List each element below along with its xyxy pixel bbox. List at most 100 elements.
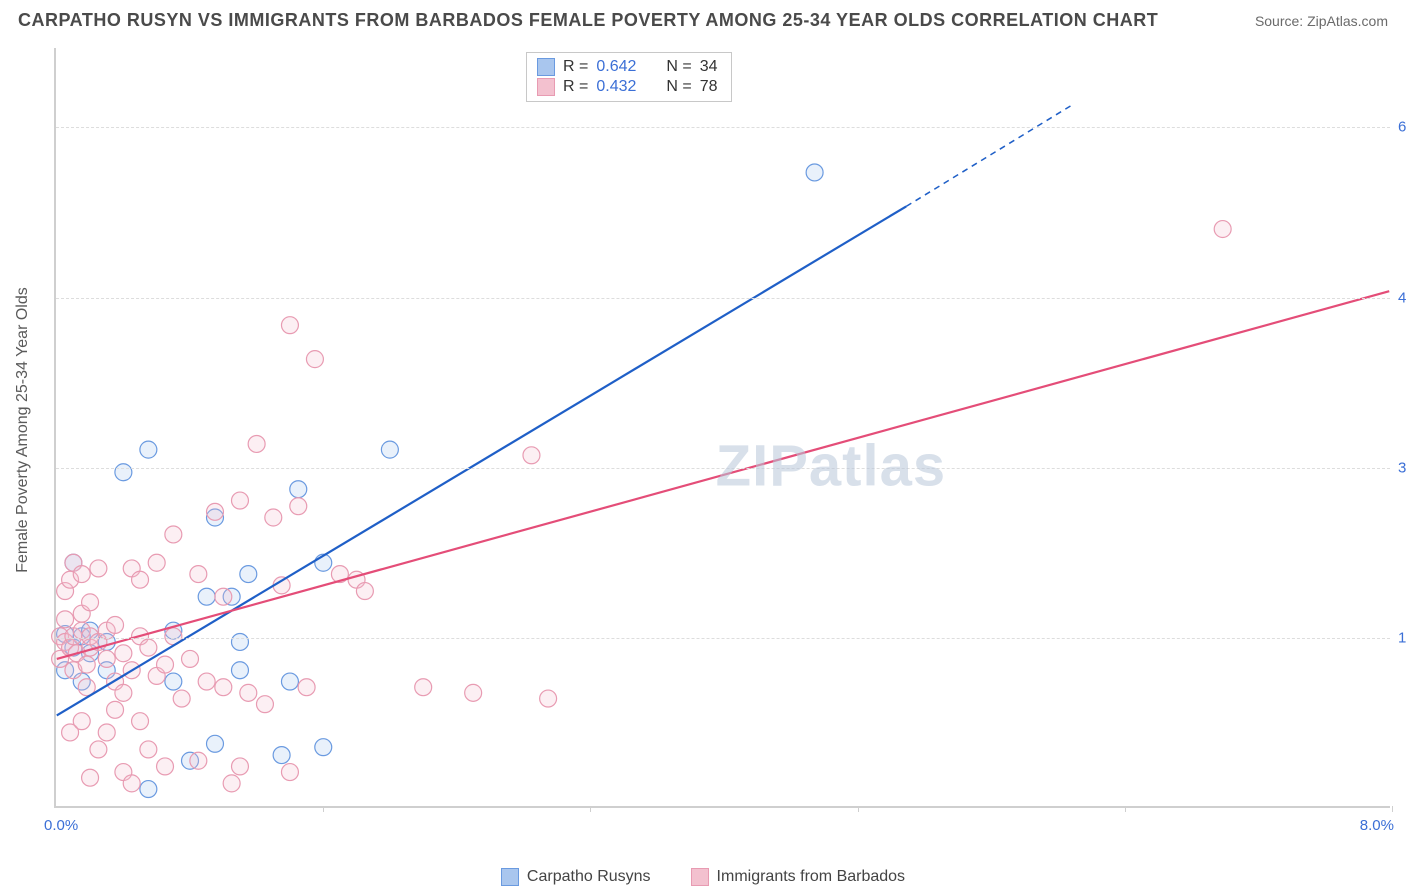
scatter-point <box>215 588 232 605</box>
scatter-point <box>231 492 248 509</box>
scatter-point <box>198 673 215 690</box>
scatter-point <box>806 164 823 181</box>
stat-n-label: N = <box>666 78 691 96</box>
scatter-point <box>281 764 298 781</box>
scatter-point <box>132 571 149 588</box>
scatter-point <box>73 566 90 583</box>
stat-r-label: R = <box>563 58 588 76</box>
stat-n-value: 78 <box>700 78 718 96</box>
stat-r-label: R = <box>563 78 588 96</box>
scatter-point <box>165 673 182 690</box>
scatter-point <box>115 464 132 481</box>
scatter-point <box>173 690 190 707</box>
scatter-point <box>273 747 290 764</box>
scatter-point <box>540 690 557 707</box>
scatter-point <box>182 650 199 667</box>
x-tick <box>1392 806 1393 812</box>
chart-title: CARPATHO RUSYN VS IMMIGRANTS FROM BARBAD… <box>18 10 1158 31</box>
scatter-point <box>98 650 115 667</box>
stat-n-label: N = <box>666 58 691 76</box>
scatter-point <box>140 781 157 798</box>
scatter-point <box>190 566 207 583</box>
scatter-point <box>207 503 224 520</box>
trend-line-extrapolated <box>906 105 1073 207</box>
scatter-point <box>281 673 298 690</box>
scatter-point <box>140 639 157 656</box>
scatter-point <box>157 656 174 673</box>
y-axis-label: Female Poverty Among 25-34 Year Olds <box>14 287 32 573</box>
stats-row: R = 0.432 N = 78 <box>537 77 717 97</box>
scatter-point <box>132 713 149 730</box>
scatter-point <box>115 645 132 662</box>
scatter-point <box>415 679 432 696</box>
scatter-point <box>240 566 257 583</box>
scatter-point <box>465 684 482 701</box>
series-swatch <box>537 78 555 96</box>
x-tick <box>1125 806 1126 812</box>
scatter-point <box>290 498 307 515</box>
y-tick-label: 15.0% <box>1398 629 1406 646</box>
scatter-point <box>315 739 332 756</box>
scatter-point <box>231 758 248 775</box>
scatter-point <box>281 317 298 334</box>
scatter-point <box>82 769 99 786</box>
scatter-point <box>290 481 307 498</box>
scatter-point <box>82 594 99 611</box>
trend-line <box>57 206 906 715</box>
scatter-plot-svg <box>56 48 1390 806</box>
legend-item: Carpatho Rusyns <box>501 868 651 886</box>
scatter-point <box>157 758 174 775</box>
stat-r-value: 0.432 <box>596 78 648 96</box>
chart-legend: Carpatho Rusyns Immigrants from Barbados <box>0 868 1406 886</box>
scatter-point <box>256 696 273 713</box>
scatter-point <box>1214 221 1231 238</box>
chart-plot-area: R =0.642N =34R =0.432N =78 0.0% 8.0% 15.… <box>54 48 1390 808</box>
y-tick-label: 30.0% <box>1398 459 1406 476</box>
scatter-point <box>231 662 248 679</box>
scatter-point <box>306 351 323 368</box>
legend-swatch <box>691 868 709 886</box>
y-tick-label: 60.0% <box>1398 119 1406 136</box>
scatter-point <box>240 684 257 701</box>
stats-row: R = 0.642 N = 34 <box>537 57 717 77</box>
x-tick <box>858 806 859 812</box>
scatter-point <box>57 611 74 628</box>
gridline <box>56 127 1390 128</box>
scatter-point <box>298 679 315 696</box>
scatter-point <box>207 735 224 752</box>
scatter-point <box>248 435 265 452</box>
x-tick <box>590 806 591 812</box>
scatter-point <box>107 701 124 718</box>
stat-n-value: 34 <box>700 58 718 76</box>
scatter-point <box>98 724 115 741</box>
scatter-point <box>523 447 540 464</box>
scatter-point <box>356 583 373 600</box>
legend-label: Immigrants from Barbados <box>717 868 906 886</box>
x-axis-end-label: 8.0% <box>1360 817 1394 834</box>
scatter-point <box>107 617 124 634</box>
scatter-point <box>90 741 107 758</box>
scatter-point <box>140 741 157 758</box>
legend-item: Immigrants from Barbados <box>691 868 906 886</box>
trend-line <box>57 291 1389 659</box>
source-attribution: Source: ZipAtlas.com <box>1255 13 1388 29</box>
scatter-point <box>215 679 232 696</box>
scatter-point <box>78 656 95 673</box>
correlation-stats-box: R = 0.642 N = 34 R = 0.432 N = 78 <box>526 52 732 102</box>
scatter-point <box>223 775 240 792</box>
scatter-point <box>190 752 207 769</box>
scatter-point <box>73 713 90 730</box>
stat-r-value: 0.642 <box>596 58 648 76</box>
gridline <box>56 298 1390 299</box>
gridline <box>56 638 1390 639</box>
y-tick-label: 45.0% <box>1398 289 1406 306</box>
scatter-point <box>90 560 107 577</box>
scatter-point <box>140 441 157 458</box>
series-swatch <box>537 58 555 76</box>
chart-header: CARPATHO RUSYN VS IMMIGRANTS FROM BARBAD… <box>0 0 1406 39</box>
scatter-point <box>265 509 282 526</box>
x-tick <box>323 806 324 812</box>
scatter-point <box>165 526 182 543</box>
legend-label: Carpatho Rusyns <box>527 868 651 886</box>
scatter-point <box>231 633 248 650</box>
